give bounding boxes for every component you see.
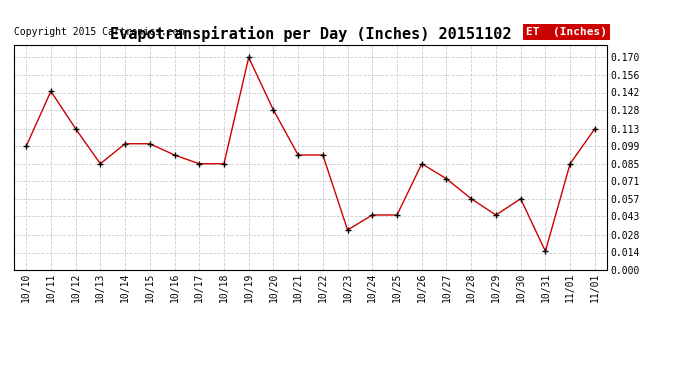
Text: ET  (Inches): ET (Inches) — [526, 27, 607, 37]
Text: Copyright 2015 Cartronics.com: Copyright 2015 Cartronics.com — [14, 27, 184, 37]
Text: Evapotranspiration per Day (Inches) 20151102: Evapotranspiration per Day (Inches) 2015… — [110, 26, 511, 42]
